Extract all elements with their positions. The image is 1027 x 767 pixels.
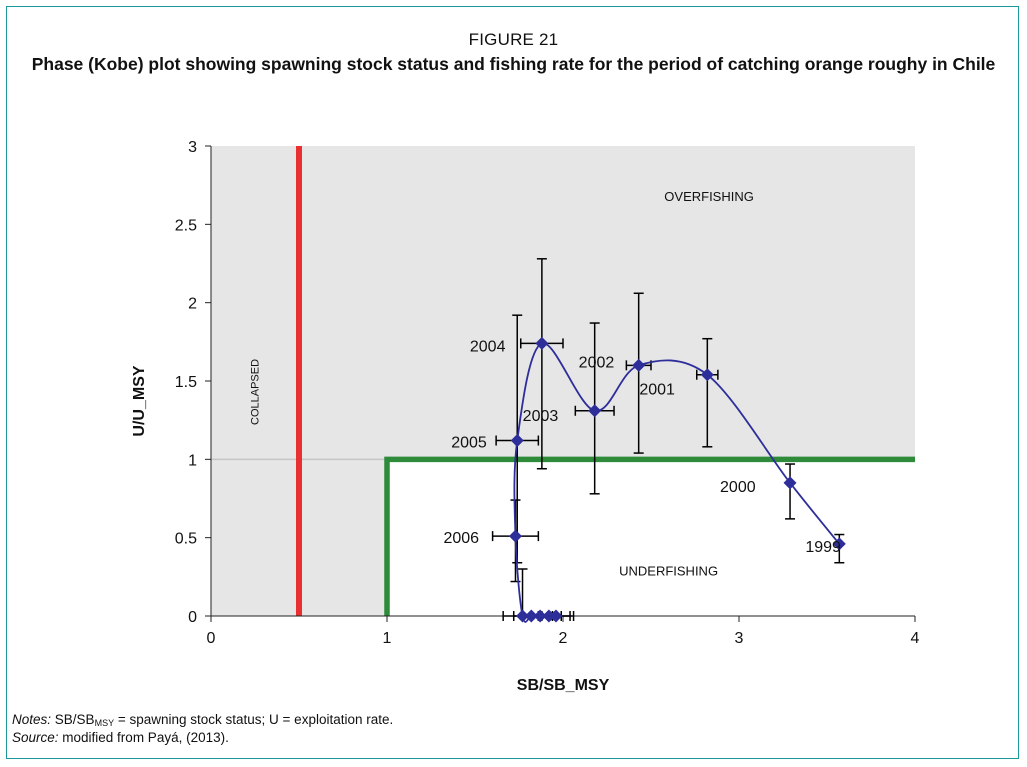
figure-label: FIGURE 21 bbox=[468, 30, 559, 49]
data-point-marker bbox=[542, 609, 556, 623]
figure-title: Phase (Kobe) plot showing spawning stock… bbox=[31, 54, 996, 74]
x-tick-label: 1 bbox=[383, 630, 392, 647]
y-tick-label: 1.5 bbox=[175, 374, 197, 391]
x-axis-title: SB/SB_MSY bbox=[517, 677, 610, 694]
data-point-marker bbox=[508, 529, 522, 543]
notes-sb: SB/SB bbox=[54, 712, 95, 727]
year-label: 2002 bbox=[579, 354, 615, 371]
overfishing-label: OVERFISHING bbox=[664, 189, 754, 204]
data-point-marker bbox=[533, 609, 547, 623]
data-point-marker bbox=[588, 404, 602, 418]
year-label: 1999 bbox=[805, 539, 841, 556]
y-tick-label: 0.5 bbox=[175, 531, 197, 548]
data-point-marker bbox=[700, 368, 714, 382]
year-label: 2000 bbox=[720, 479, 756, 496]
source-line: Source: modified from Payá, (2013). bbox=[12, 729, 229, 747]
data-point-marker bbox=[783, 476, 797, 490]
data-point-marker bbox=[632, 358, 646, 372]
x-tick-label: 4 bbox=[911, 630, 920, 647]
year-label: 2003 bbox=[523, 408, 559, 425]
source-text: modified from Payá, (2013). bbox=[58, 730, 229, 745]
y-tick-label: 0 bbox=[188, 609, 197, 626]
data-point-marker bbox=[832, 537, 846, 551]
data-point-marker bbox=[524, 609, 538, 623]
year-label: 2006 bbox=[443, 530, 479, 547]
data-point-marker bbox=[516, 609, 530, 623]
collapsed-label: COLLAPSED bbox=[250, 359, 262, 425]
y-axis-title: U/U_MSY bbox=[131, 365, 148, 436]
x-tick-label: 0 bbox=[207, 630, 216, 647]
year-label: 2005 bbox=[451, 435, 487, 452]
y-tick-label: 2.5 bbox=[175, 217, 197, 234]
x-tick-label: 2 bbox=[559, 630, 568, 647]
year-label: 2001 bbox=[639, 382, 675, 399]
underfishing-label: UNDERFISHING bbox=[619, 563, 718, 578]
data-point-marker bbox=[549, 609, 563, 623]
y-tick-label: 1 bbox=[188, 452, 197, 469]
notes-definition: = spawning stock status; U = exploitatio… bbox=[114, 712, 394, 727]
year-label: 2004 bbox=[470, 338, 506, 355]
notes-label: Notes: bbox=[12, 712, 52, 727]
notes-msy-subscript: MSY bbox=[94, 718, 115, 728]
y-tick-label: 2 bbox=[188, 296, 197, 313]
underfishing-region bbox=[387, 459, 915, 616]
data-point-marker bbox=[510, 434, 524, 448]
source-label: Source: bbox=[12, 730, 59, 745]
x-tick-label: 3 bbox=[735, 630, 744, 647]
msy-target-line bbox=[384, 456, 915, 616]
notes-line: Notes: SB/SBMSY = spawning stock status;… bbox=[12, 711, 393, 732]
y-tick-label: 3 bbox=[188, 139, 197, 156]
data-point-marker bbox=[535, 336, 549, 350]
